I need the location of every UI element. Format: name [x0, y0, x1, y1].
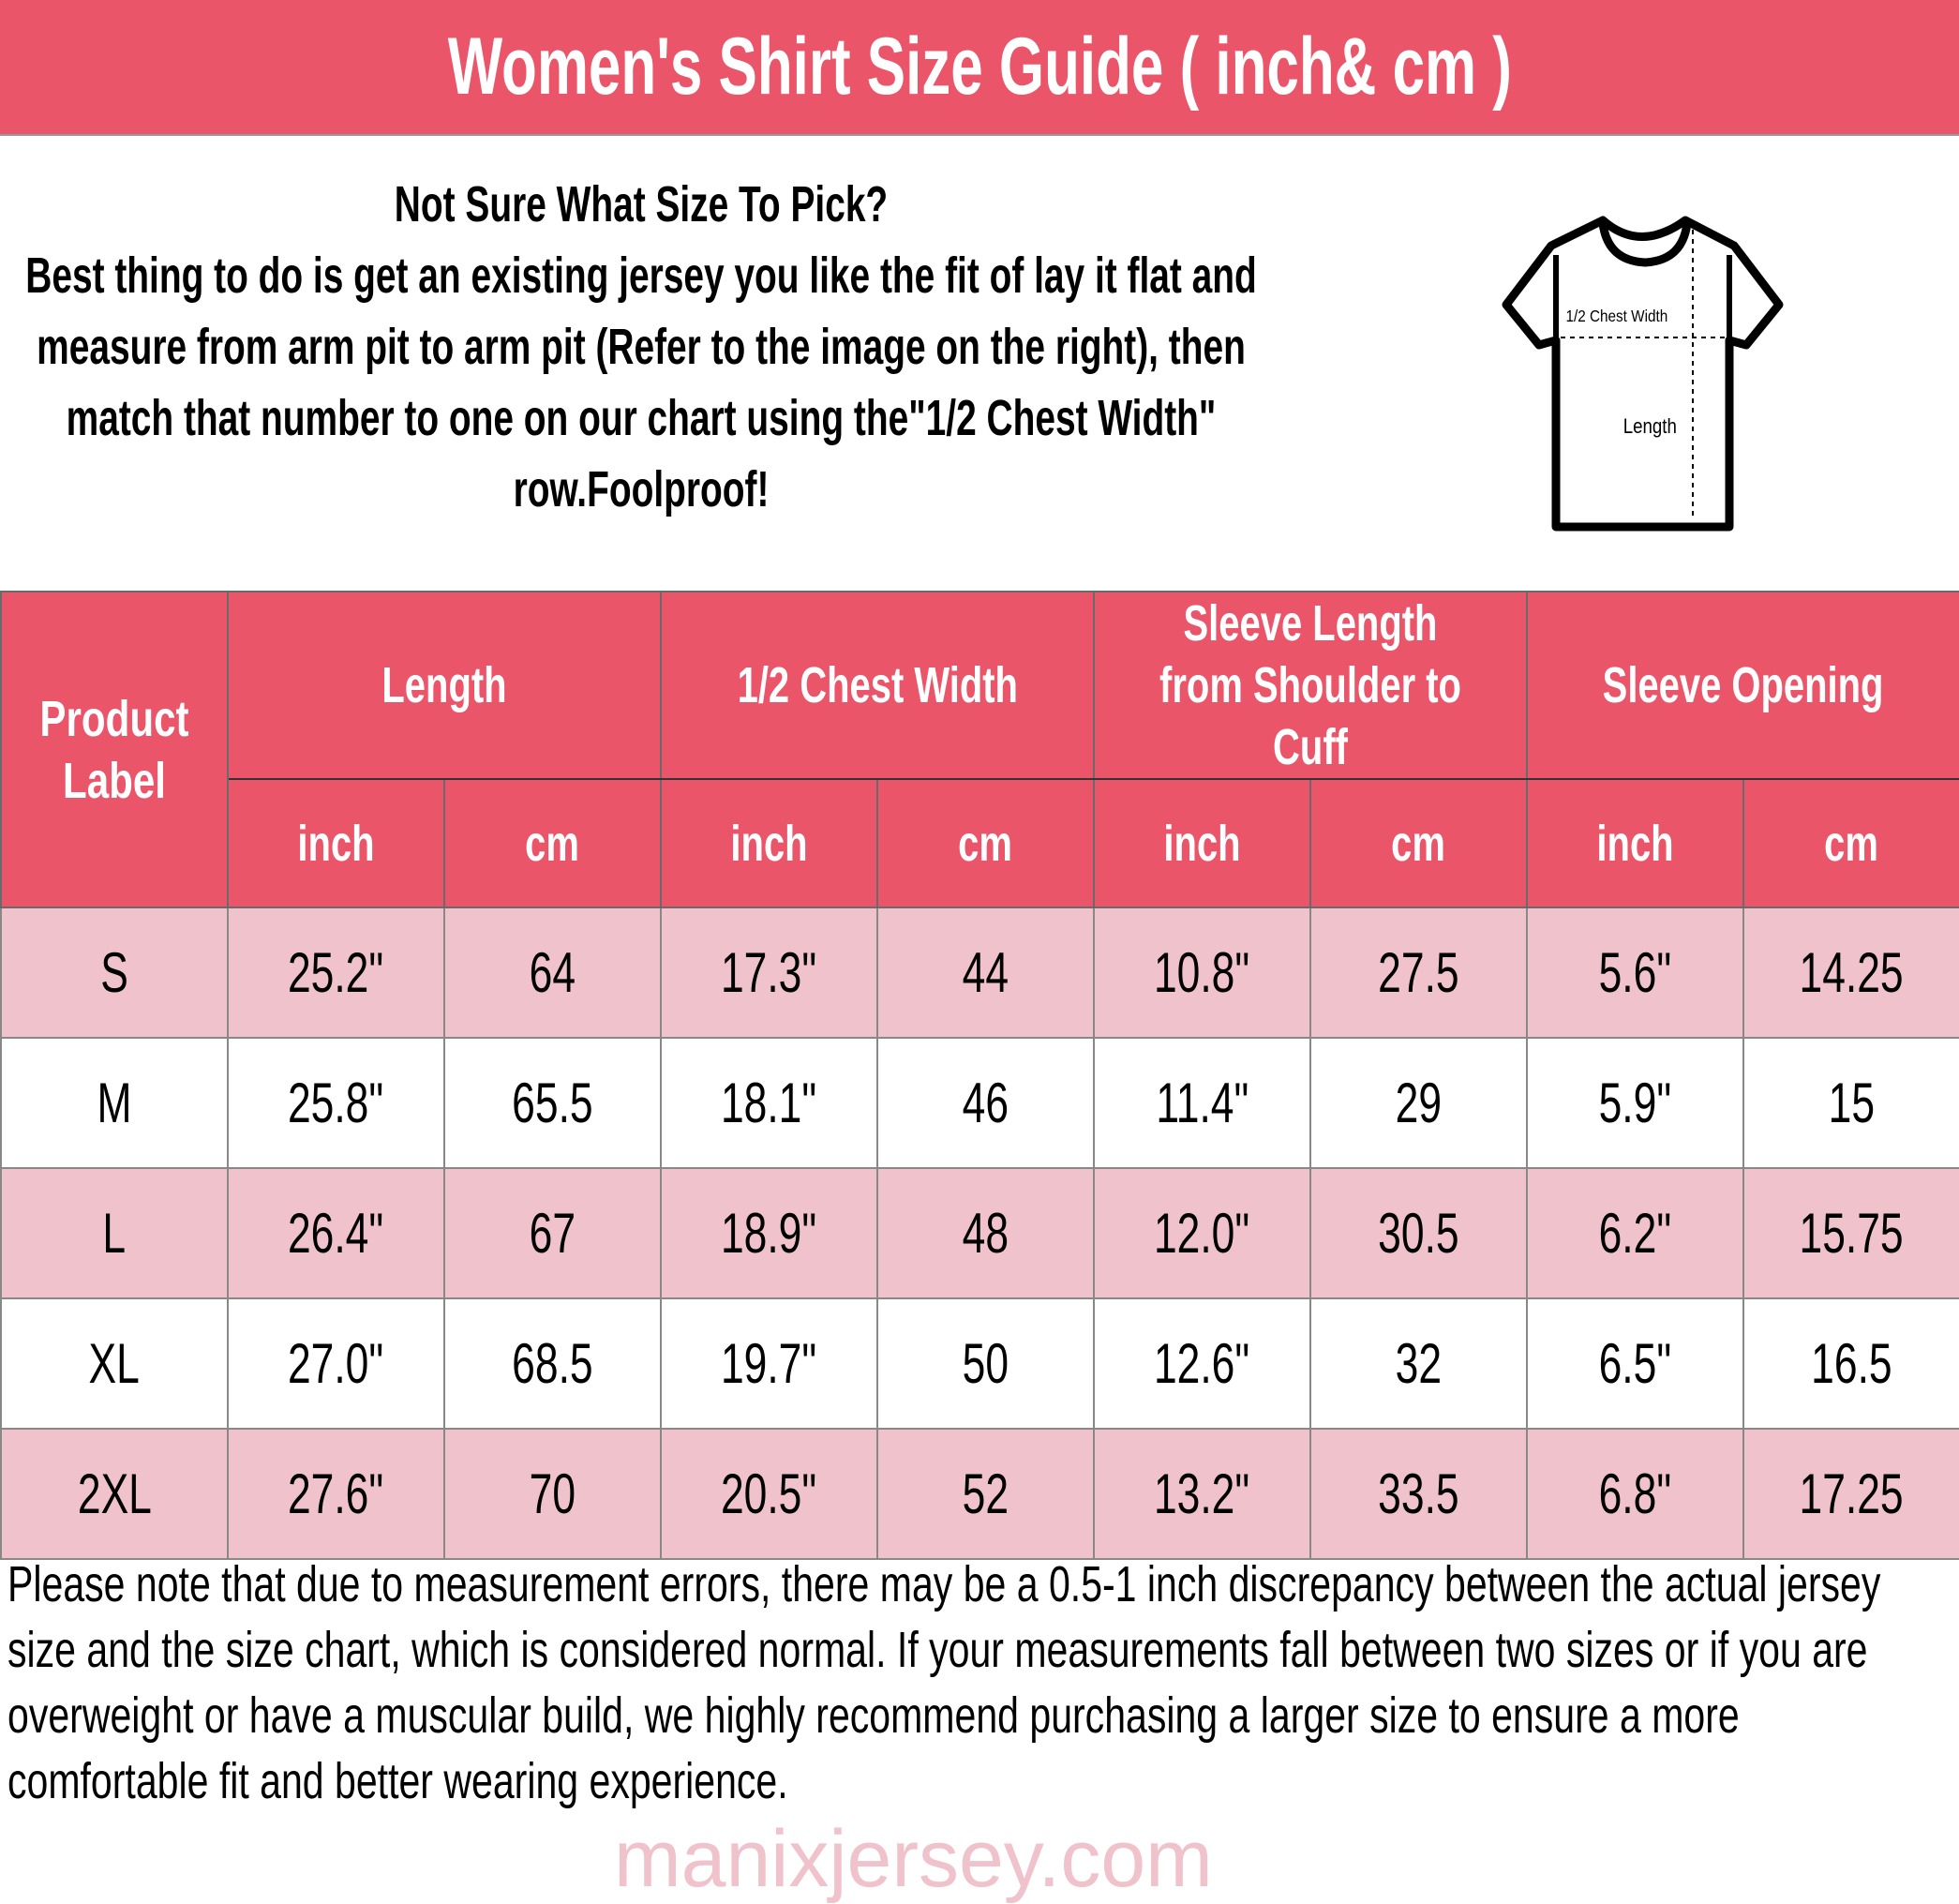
size-label: 2XL	[0, 1428, 229, 1560]
intro-body: Best thing to do is get an existing jers…	[25, 247, 1257, 517]
watermark: manixjersey.com	[614, 1814, 1213, 1904]
table-cell: 5.9"	[1526, 1037, 1744, 1169]
table-cell: 6.5"	[1526, 1297, 1744, 1430]
unit-header: cm	[1742, 778, 1959, 908]
table-cell: 11.4"	[1093, 1037, 1311, 1169]
intro-heading: Not Sure What Size To Pick?	[394, 176, 889, 232]
table-cell: 5.6"	[1526, 907, 1744, 1039]
shirt-diagram-icon: 1/2 Chest Width Length	[1502, 216, 1784, 532]
table-row: L 26.4" 67 18.9" 48 12.0" 30.5 6.2" 15.75	[0, 1167, 1959, 1299]
table-cell: 50	[876, 1297, 1095, 1430]
table-cell: 12.6"	[1093, 1297, 1311, 1430]
unit-header: cm	[1309, 778, 1528, 908]
table-cell: 52	[876, 1428, 1095, 1560]
table-cell: 33.5	[1309, 1428, 1528, 1560]
table-cell: 17.25	[1742, 1428, 1959, 1560]
table-row: M 25.8" 65.5 18.1" 46 11.4" 29 5.9" 15	[0, 1037, 1959, 1169]
group-header: Sleeve Opening	[1525, 591, 1959, 780]
title-bar: Women's Shirt Size Guide ( inch& cm )	[0, 0, 1959, 136]
group-header: Sleeve Length from Shoulder to Cuff	[1093, 591, 1528, 780]
table-cell: 46	[876, 1037, 1095, 1169]
table-cell: 67	[443, 1167, 662, 1299]
size-label: S	[0, 907, 229, 1039]
intro-text: Not Sure What Size To Pick? Best thing t…	[0, 169, 1282, 525]
table-cell: 13.2"	[1093, 1428, 1311, 1560]
table-cell: 14.25	[1742, 907, 1959, 1039]
table-cell: 17.3"	[660, 907, 878, 1039]
chest-width-label: 1/2 Chest Width	[1566, 307, 1668, 325]
table-cell: 6.8"	[1526, 1428, 1744, 1560]
table-row: S 25.2" 64 17.3" 44 10.8" 27.5 5.6" 14.25	[0, 907, 1959, 1039]
table-cell: 44	[876, 907, 1095, 1039]
table-cell: 32	[1309, 1297, 1528, 1430]
table-cell: 27.6"	[227, 1428, 445, 1560]
table-cell: 70	[443, 1428, 662, 1560]
length-label: Length	[1623, 416, 1677, 439]
unit-header: inch	[1093, 778, 1311, 908]
table-cell: 19.7"	[660, 1297, 878, 1430]
table-row: XL 27.0" 68.5 19.7" 50 12.6" 32 6.5" 16.5	[0, 1297, 1959, 1430]
size-label: L	[0, 1167, 229, 1299]
size-table: Product Label Length 1/2 Chest Width Sle…	[0, 591, 1959, 1560]
table-row: 2XL 27.6" 70 20.5" 52 13.2" 33.5 6.8" 17.25	[0, 1428, 1959, 1560]
table-cell: 68.5	[443, 1297, 662, 1430]
table-cell: 29	[1309, 1037, 1528, 1169]
table-cell: 25.8"	[227, 1037, 445, 1169]
unit-header: inch	[1526, 778, 1744, 908]
size-label: XL	[0, 1297, 229, 1430]
table-cell: 16.5	[1742, 1297, 1959, 1430]
table-cell: 26.4"	[227, 1167, 445, 1299]
table-cell: 25.2"	[227, 907, 445, 1039]
table-cell: 27.5	[1309, 907, 1528, 1039]
table-cell: 12.0"	[1093, 1167, 1311, 1299]
table-cell: 65.5	[443, 1037, 662, 1169]
table-cell: 18.1"	[660, 1037, 878, 1169]
unit-header: cm	[443, 778, 662, 908]
unit-header: cm	[876, 778, 1095, 908]
table-cell: 64	[443, 907, 662, 1039]
table-cell: 27.0"	[227, 1297, 445, 1430]
table-cell: 18.9"	[660, 1167, 878, 1299]
group-header: Length	[227, 591, 662, 780]
table-cell: 10.8"	[1093, 907, 1311, 1039]
table-cell: 15.75	[1742, 1167, 1959, 1299]
unit-header: inch	[227, 778, 445, 908]
table-cell: 20.5"	[660, 1428, 878, 1560]
table-cell: 6.2"	[1526, 1167, 1744, 1299]
product-label-header: Product Label	[0, 591, 229, 908]
group-header: 1/2 Chest Width	[660, 591, 1095, 780]
page-title: Women's Shirt Size Guide ( inch& cm )	[447, 22, 1512, 112]
unit-header: inch	[660, 778, 878, 908]
table-cell: 48	[876, 1167, 1095, 1299]
table-cell: 15	[1742, 1037, 1959, 1169]
table-cell: 30.5	[1309, 1167, 1528, 1299]
size-label: M	[0, 1037, 229, 1169]
footer-note: Please note that due to measurement erro…	[7, 1556, 1881, 1809]
